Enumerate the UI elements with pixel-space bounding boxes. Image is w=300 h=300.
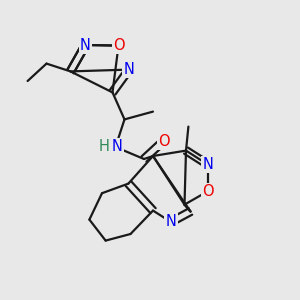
Text: N: N xyxy=(124,62,134,77)
Text: N: N xyxy=(202,157,213,172)
Text: H: H xyxy=(99,139,110,154)
Text: N: N xyxy=(80,38,91,52)
Text: N: N xyxy=(112,139,122,154)
Text: O: O xyxy=(158,134,169,148)
Text: O: O xyxy=(113,38,124,53)
Text: N: N xyxy=(166,214,176,230)
Text: O: O xyxy=(202,184,213,199)
